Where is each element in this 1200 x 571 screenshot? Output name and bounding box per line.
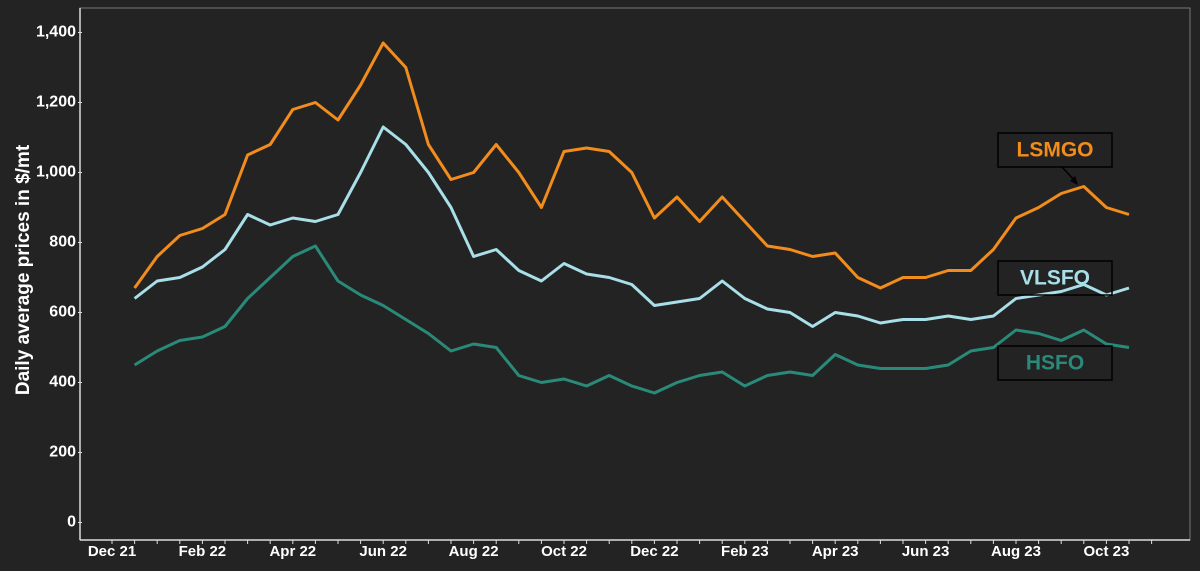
x-tick-label: Feb 23 xyxy=(721,543,769,560)
legend-box xyxy=(997,260,1113,296)
x-tick-label: Feb 22 xyxy=(179,543,227,560)
legend-label: LSMGO xyxy=(1017,139,1094,162)
legend-label: HSFO xyxy=(1026,352,1084,375)
y-tick-label: 1,200 xyxy=(36,94,76,111)
x-tick-label: Jun 23 xyxy=(902,543,950,560)
x-tick-label: Oct 23 xyxy=(1083,543,1129,560)
x-tick-label: Dec 22 xyxy=(630,543,678,560)
x-tick-label: Jun 22 xyxy=(359,543,407,560)
y-tick-label: 800 xyxy=(49,234,76,251)
series-line xyxy=(133,244,1130,395)
y-tick-label: 1,400 xyxy=(36,24,76,41)
x-tick-label: Oct 22 xyxy=(541,543,587,560)
legend-arrowhead xyxy=(1070,176,1078,185)
y-tick-label: 600 xyxy=(49,304,76,321)
x-tick-label: Aug 22 xyxy=(449,543,499,560)
legend-label: VLSFO xyxy=(1020,267,1090,290)
y-tick-label: 0 xyxy=(67,514,76,531)
x-tick-label: Aug 23 xyxy=(991,543,1041,560)
y-tick-label: 1,000 xyxy=(36,164,76,181)
series-line xyxy=(133,41,1130,290)
x-tick-label: Apr 22 xyxy=(269,543,316,560)
legend-box xyxy=(997,345,1113,381)
x-tick-label: Dec 21 xyxy=(88,543,136,560)
y-tick-label: 400 xyxy=(49,374,76,391)
legend-box xyxy=(997,132,1113,168)
y-axis-label: Daily average prices in $/mt xyxy=(13,144,34,395)
y-tick-label: 200 xyxy=(49,444,76,461)
series-line xyxy=(133,125,1130,328)
x-tick-label: Apr 23 xyxy=(812,543,859,560)
